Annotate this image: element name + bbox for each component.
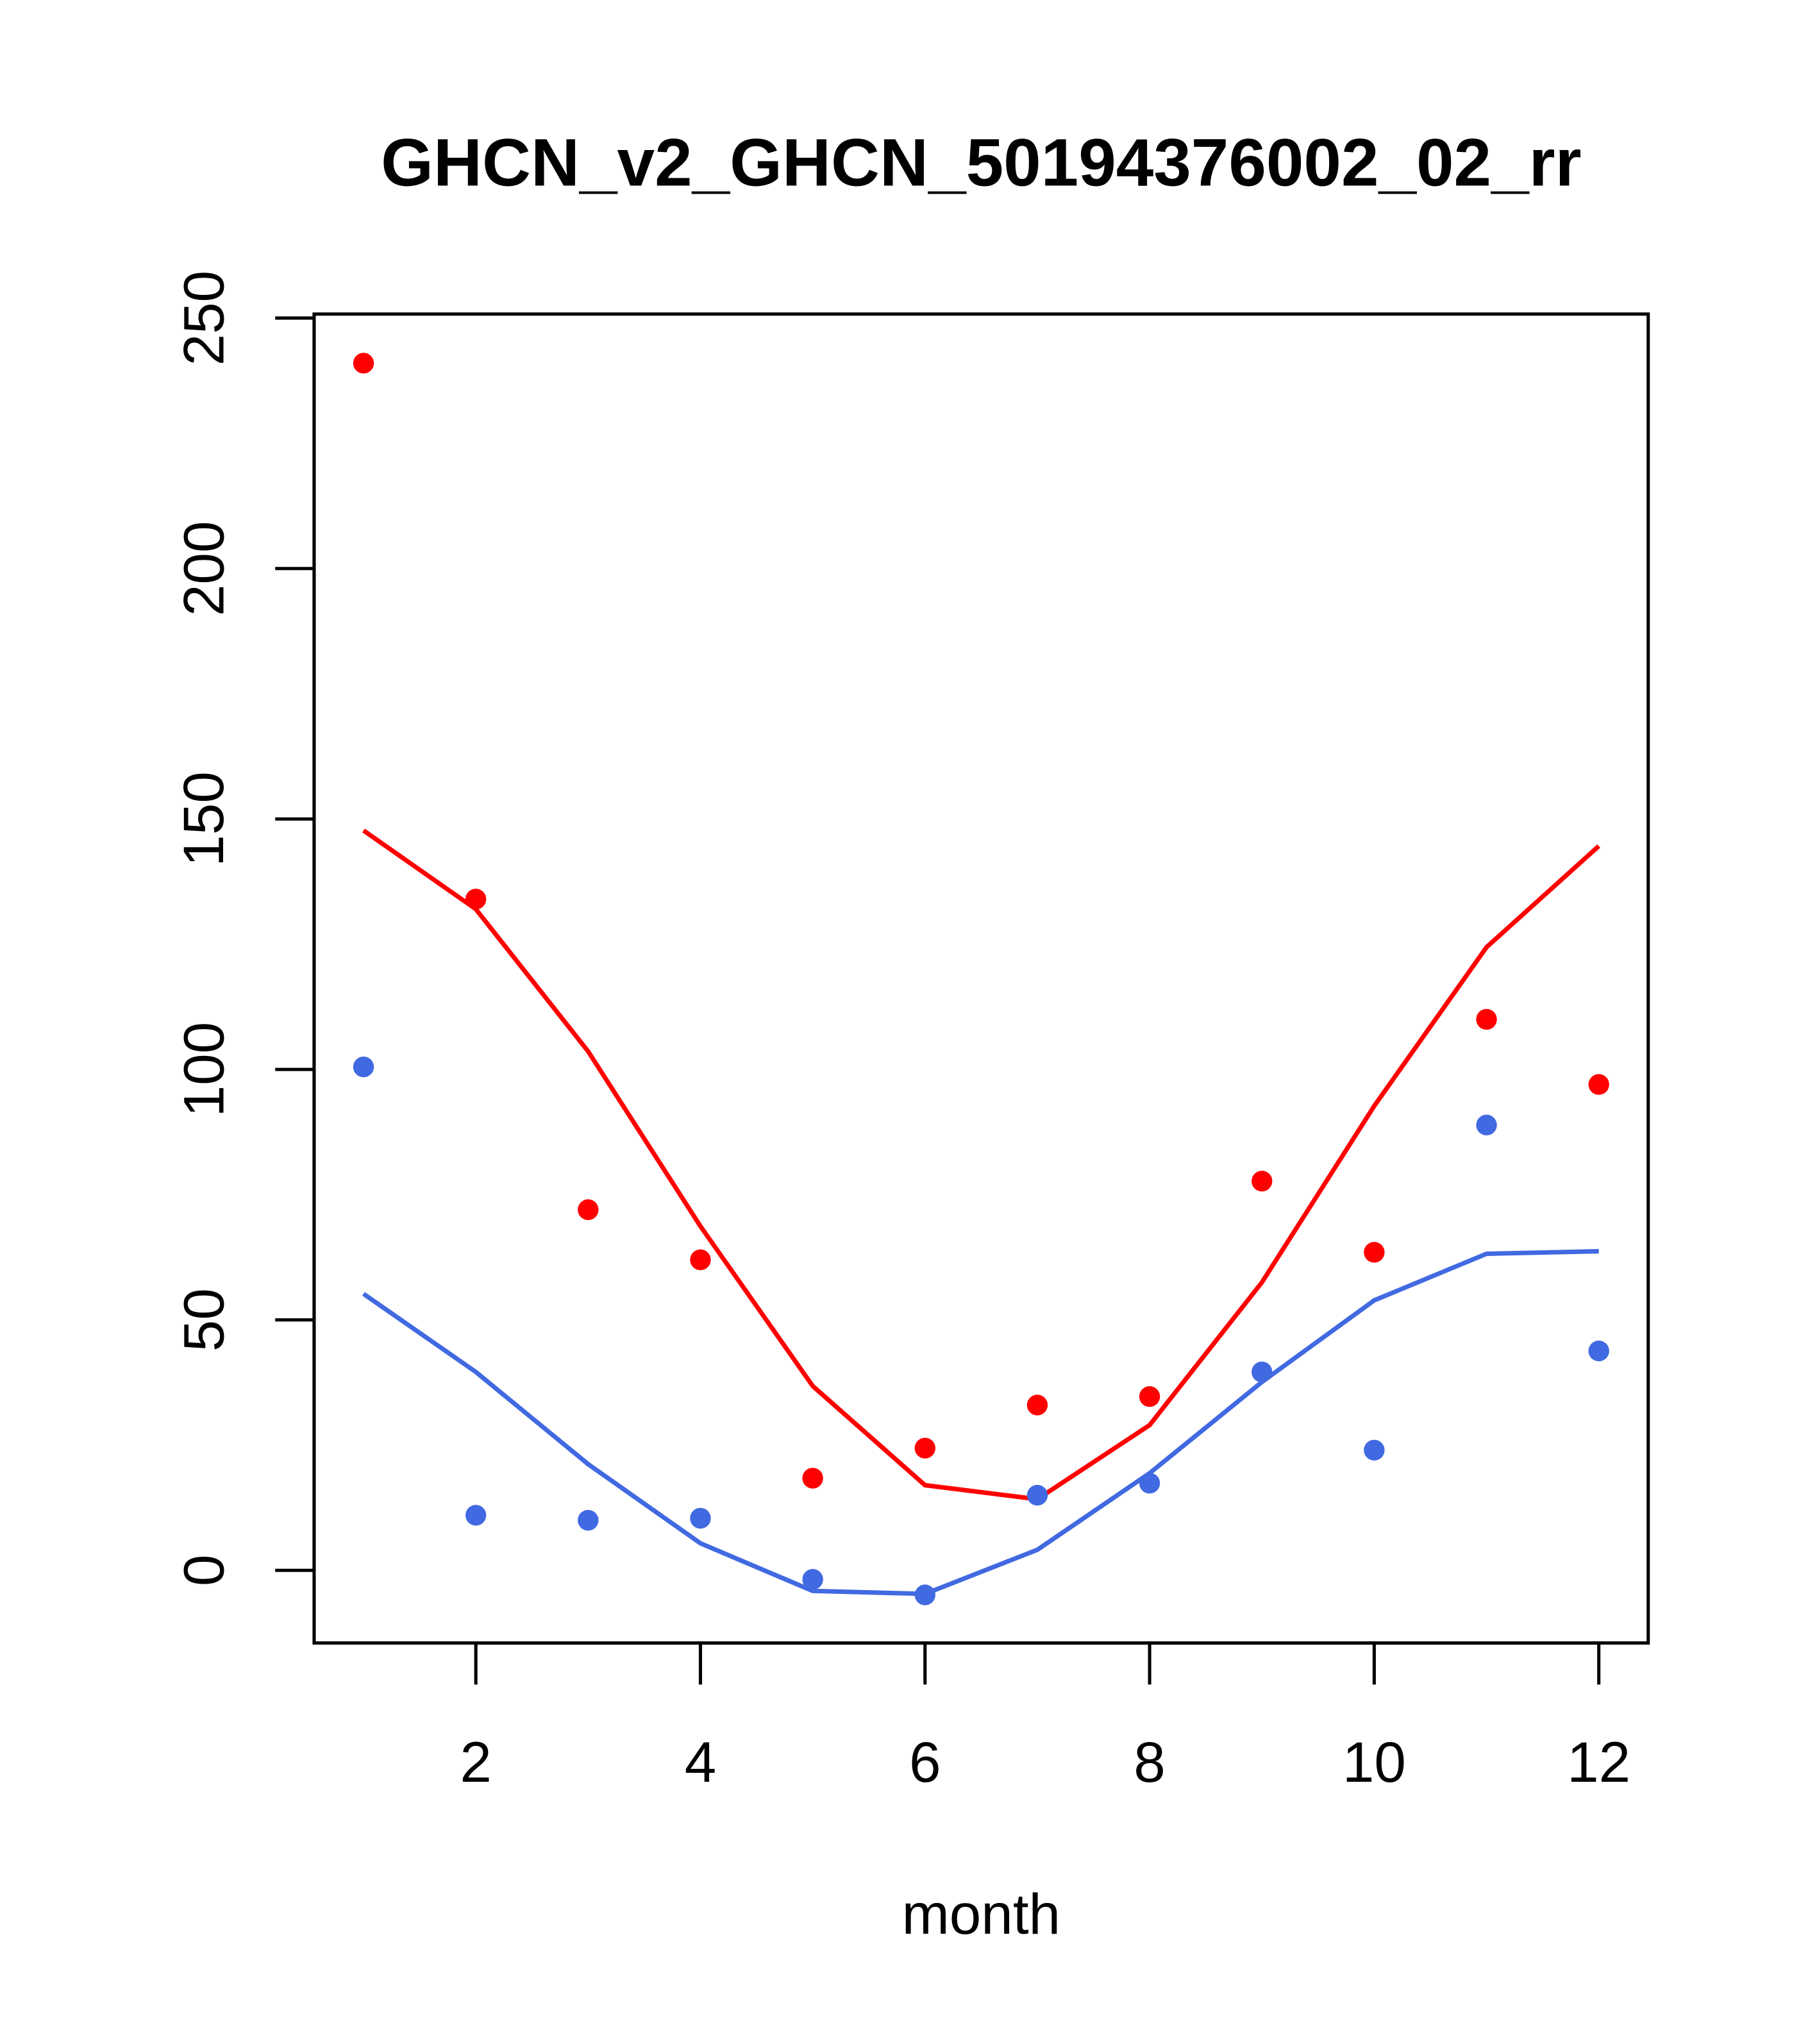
red-points-point (690, 1249, 711, 1271)
blue-points-point (690, 1507, 711, 1529)
red-points-point (578, 1199, 599, 1220)
x-tick-label: 2 (460, 1730, 492, 1794)
blue-points-point (1139, 1473, 1160, 1494)
red-points-point (1139, 1386, 1160, 1407)
y-tick-label: 250 (171, 271, 235, 366)
x-axis: 2 4 6 8 10 12 (460, 1641, 1630, 1794)
plot-frame (312, 312, 1650, 1645)
blue-points-point (1364, 1439, 1385, 1461)
blue-line (362, 1249, 1599, 1596)
red-points-point (465, 889, 487, 910)
red-points-point (1364, 1241, 1385, 1263)
blue-points-point (578, 1509, 599, 1531)
x-tick-label: 12 (1567, 1730, 1630, 1794)
blue-points-point (1026, 1484, 1048, 1506)
y-tick-label: 200 (171, 521, 235, 616)
blue-points-point (353, 1056, 374, 1078)
x-axis-label: month (902, 1882, 1061, 1946)
red-points-point (802, 1468, 823, 1489)
blue-points-point (465, 1505, 487, 1526)
y-tick-label: 150 (171, 771, 235, 867)
y-tick-label: 100 (171, 1022, 235, 1118)
red-points-point (1588, 1074, 1609, 1095)
y-tick-label: 0 (171, 1554, 235, 1586)
red-points-point (914, 1437, 935, 1459)
blue-points-point (1252, 1361, 1273, 1383)
plot-marks (353, 353, 1609, 1605)
red-points-point (1476, 1009, 1497, 1030)
y-tick-label: 50 (171, 1288, 235, 1352)
x-tick-label: 4 (685, 1730, 717, 1794)
chart-title: GHCN_v2_GHCN_50194376002_02_rr (381, 125, 1581, 200)
red-line (362, 828, 1601, 1502)
blue-points-point (1476, 1114, 1497, 1135)
x-tick-label: 8 (1134, 1730, 1166, 1794)
blue-points-point (1588, 1340, 1609, 1362)
blue-points-point (802, 1569, 823, 1590)
red-points-point (1026, 1395, 1048, 1416)
red-points-point (1252, 1171, 1273, 1192)
x-tick-label: 6 (909, 1730, 941, 1794)
blue-points-point (914, 1584, 935, 1605)
red-points-point (353, 353, 374, 374)
x-tick-label: 10 (1343, 1730, 1406, 1794)
y-axis: 0 50 100 150 200 250 (171, 271, 316, 1586)
